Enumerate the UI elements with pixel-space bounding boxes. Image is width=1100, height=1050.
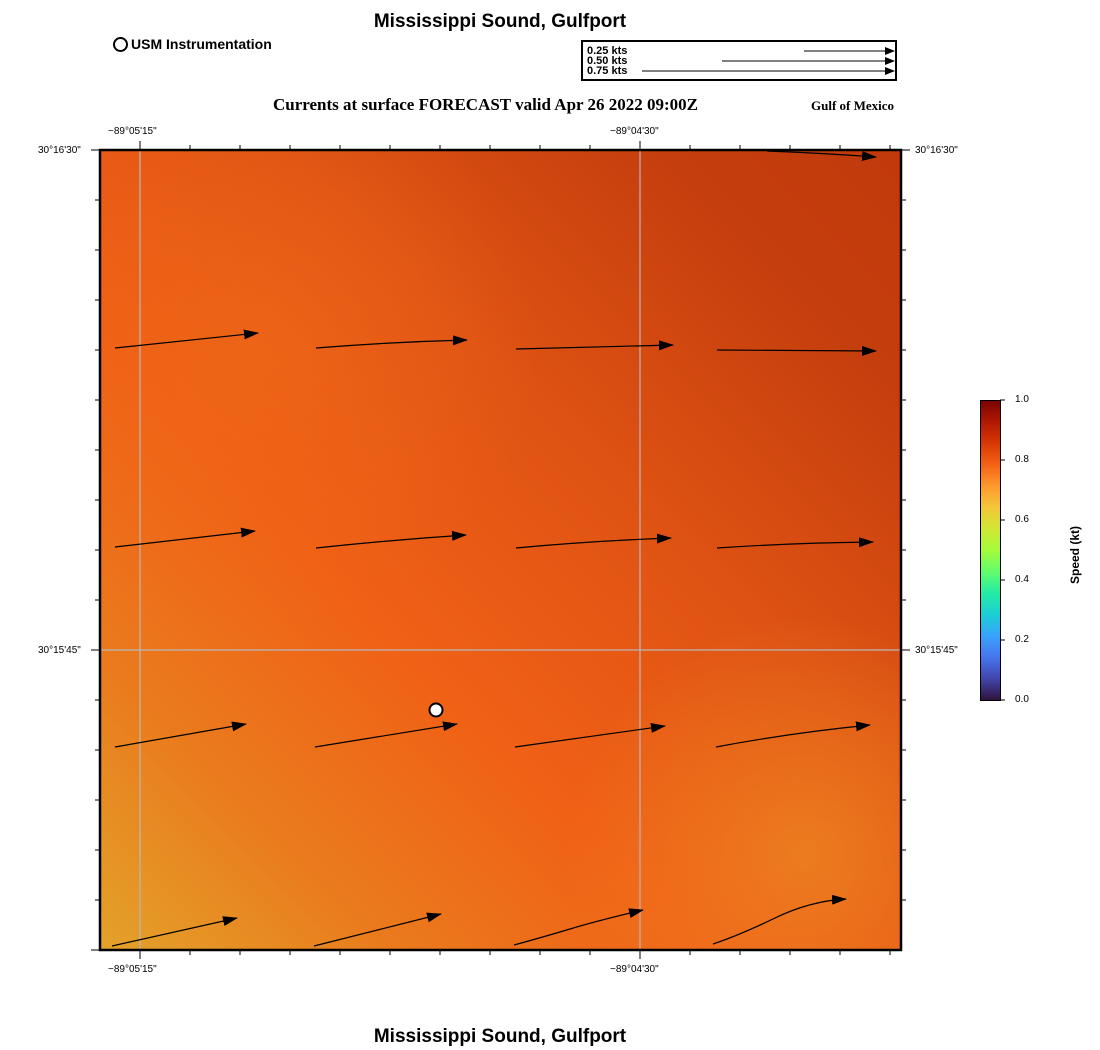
frame-ticks — [91, 141, 910, 959]
colorbar-tick-0-2: 0.2 — [1015, 634, 1029, 645]
vector-scale-legend: 0.25 kts 0.50 kts 0.75 kts — [581, 40, 897, 81]
vector-arrow — [315, 335, 468, 349]
vector-arrow — [515, 340, 674, 351]
colorbar-tick-0-4: 0.4 — [1015, 574, 1029, 585]
footer-title: Mississippi Sound, Gulfport — [373, 1026, 627, 1047]
vector-arrow — [314, 721, 458, 748]
usm-station-marker[interactable] — [428, 702, 444, 718]
map-title: Mississippi Sound, Gulfport — [373, 11, 627, 32]
scale-label-025: 0.25 kts — [587, 45, 628, 57]
lat-label-left-1: 30°16'30" — [38, 145, 81, 156]
vector-arrow — [111, 916, 238, 947]
lat-label-right-1: 30°16'30" — [915, 145, 958, 156]
scale-label-050: 0.50 kts — [587, 55, 628, 67]
lon-label-top-2: −89°04'30" — [610, 126, 659, 137]
colorbar-tick-1-0: 1.0 — [1015, 394, 1029, 405]
speed-field — [100, 150, 901, 950]
colorbar-tick-0-8: 0.8 — [1015, 454, 1029, 465]
lat-label-left-2: 30°15'45" — [38, 645, 81, 656]
graticule — [100, 150, 901, 950]
speed-colorbar — [980, 400, 1001, 701]
vector-arrow — [716, 345, 877, 356]
lon-label-bottom-2: −89°04'30" — [610, 964, 659, 975]
colorbar-title: Speed (kt) — [1068, 526, 1082, 585]
vector-arrow — [513, 908, 644, 946]
vector-arrow — [313, 912, 442, 947]
lon-label-bottom-1: −89°05'15" — [108, 964, 157, 975]
vector-arrow — [114, 329, 259, 349]
colorbar-ticks — [1000, 399, 1005, 701]
vector-arrow — [114, 721, 247, 748]
vector-arrow — [766, 150, 877, 161]
region-label: Gulf of Mexico — [811, 98, 895, 113]
lon-label-top-1: −89°05'15" — [108, 126, 157, 137]
forecast-subtitle: Currents at surface FORECAST valid Apr 2… — [273, 95, 699, 114]
lat-label-right-2: 30°15'45" — [915, 645, 958, 656]
vector-arrow — [712, 894, 847, 945]
station-marker-icon — [113, 36, 128, 52]
vector-arrow — [315, 530, 467, 549]
colorbar-tick-0-6: 0.6 — [1015, 514, 1029, 525]
vector-arrow — [715, 721, 871, 748]
station-legend-label: USM Instrumentation — [131, 36, 272, 52]
vector-arrow — [716, 537, 874, 549]
current-vectors — [111, 150, 877, 947]
vector-arrow — [514, 722, 666, 748]
colorbar-tick-0-0: 0.0 — [1015, 694, 1029, 705]
vector-arrow — [114, 527, 256, 548]
vector-arrow — [515, 533, 672, 549]
scale-label-075: 0.75 kts — [587, 65, 628, 77]
station-legend: USM Instrumentation — [113, 36, 272, 52]
